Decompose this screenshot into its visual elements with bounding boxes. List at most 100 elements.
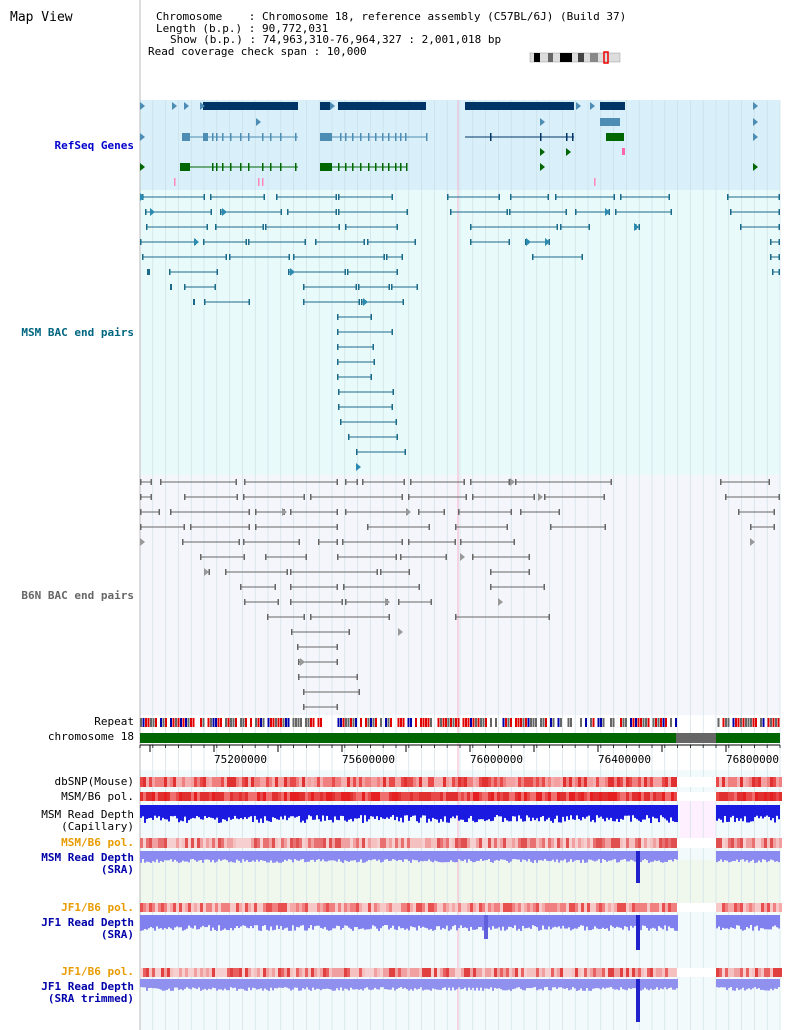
b6n-arrow (510, 478, 515, 486)
depth-bar (164, 979, 166, 991)
b6n-bac-pairs[interactable] (140, 478, 780, 710)
b6n-pair-end (298, 539, 300, 545)
exon (395, 163, 397, 171)
heat-cell (725, 838, 728, 848)
heat-cell (476, 792, 479, 801)
heat-cell (344, 903, 347, 912)
heat-cell (443, 777, 446, 787)
depth-bar (218, 915, 220, 926)
depth-bar (656, 915, 658, 931)
depth-bar (552, 979, 554, 988)
msm-pair-end (355, 284, 357, 290)
repeat-mark (400, 718, 402, 727)
heat-cell (242, 968, 245, 977)
heat-cell (521, 838, 524, 848)
heat-cell (245, 838, 248, 848)
heat-cell (491, 777, 494, 787)
msm-pair-end (367, 239, 369, 245)
heat-cell (605, 777, 608, 787)
depth-bar (434, 851, 436, 861)
depth-bar (142, 851, 144, 860)
heat-cell (734, 792, 737, 801)
exon (212, 163, 214, 171)
heat-cell (284, 792, 287, 801)
exon (248, 163, 250, 171)
heat-cell (389, 838, 392, 848)
repeat-mark (515, 718, 517, 727)
heat-cell (341, 903, 344, 912)
depth-bar (216, 851, 218, 862)
heat-cell (275, 792, 278, 801)
depth-bar (540, 915, 542, 930)
depth-bar (252, 851, 254, 861)
depth-bar (550, 851, 552, 861)
b6n-pair-end (376, 569, 378, 575)
heat-cell (737, 777, 740, 787)
depth-bar (748, 805, 750, 823)
heat-cell (572, 903, 575, 912)
repeat-mark (367, 718, 370, 727)
heat-cell (281, 838, 284, 848)
depth-bar (658, 915, 660, 927)
b6n-pair-end (298, 659, 300, 665)
b6n-pair-end (160, 479, 162, 485)
depth-bar (556, 851, 558, 860)
msm-pair-end (555, 194, 557, 200)
depth-bar (776, 851, 778, 862)
repeat-mark (210, 718, 212, 727)
depth-bar (332, 915, 334, 929)
depth-tracks[interactable] (140, 805, 780, 1022)
repeat-mark (655, 718, 657, 727)
msm-pair-end (214, 284, 216, 290)
chromosome-ideogram[interactable] (529, 51, 621, 64)
heat-cell (536, 792, 539, 801)
b6n-pair-end (248, 509, 250, 515)
depth-bar (192, 979, 194, 988)
heat-cell (689, 968, 692, 977)
msm-bac-pairs[interactable] (140, 193, 780, 471)
heat-cell (155, 968, 158, 977)
depth-bar (500, 851, 502, 860)
repeat-mark (525, 718, 527, 727)
repeat-track[interactable] (140, 718, 780, 727)
heat-cell (677, 968, 680, 977)
msm-pair-end (450, 209, 452, 215)
heat-cell (338, 968, 341, 977)
depth-bar (328, 851, 330, 861)
gene-arrow (753, 163, 758, 171)
repeat-mark (600, 718, 602, 727)
refseq-genes[interactable] (140, 102, 758, 186)
heat-cell (644, 903, 647, 912)
depth-bar (188, 851, 190, 863)
heat-cell (530, 838, 533, 848)
depth-bar (142, 979, 144, 988)
depth-bar (192, 805, 194, 818)
depth-bar (286, 979, 288, 988)
heat-cell (728, 777, 731, 787)
msm-pair-end (613, 194, 615, 200)
depth-bar (590, 979, 592, 991)
chromosome-bar[interactable] (140, 733, 780, 743)
heat-cell (770, 968, 773, 977)
depth-bar (468, 979, 470, 988)
heat-cell (350, 903, 353, 912)
heat-cell (536, 903, 539, 912)
b6n-pair-end (367, 524, 369, 530)
heat-cell (404, 968, 407, 977)
depth-bar (324, 915, 326, 928)
heat-cell (677, 838, 680, 848)
depth-bar (304, 979, 306, 990)
heat-cell (506, 777, 509, 787)
heat-cell (302, 792, 305, 801)
depth-bar (470, 979, 472, 990)
depth-bar (290, 805, 292, 817)
depth-bar (408, 915, 410, 931)
depth-bar (492, 851, 494, 863)
heat-tracks[interactable] (140, 777, 782, 977)
heat-cell (317, 777, 320, 787)
depth-bar (204, 851, 206, 860)
depth-bar (464, 851, 466, 860)
b6n-pair-end (380, 569, 382, 575)
msm-pair-end (248, 299, 250, 305)
